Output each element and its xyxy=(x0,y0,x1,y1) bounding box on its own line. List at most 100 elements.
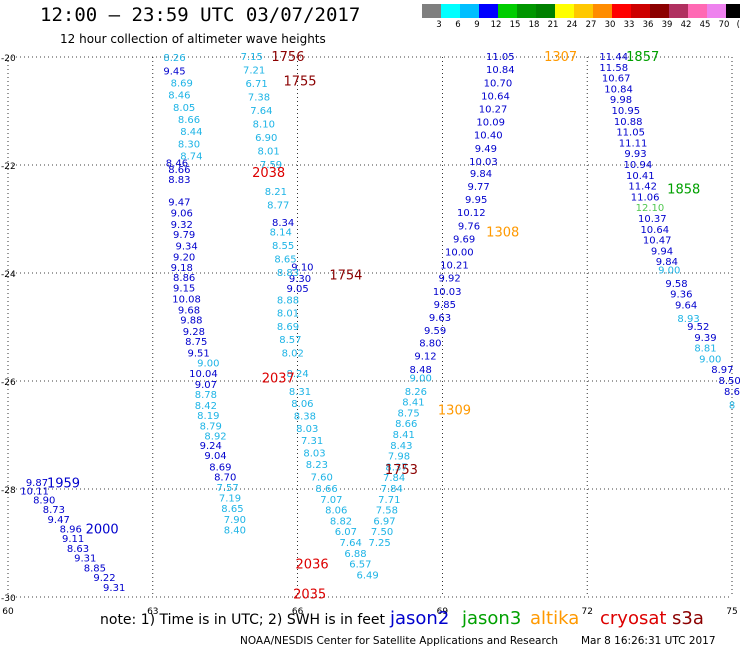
legend-label: 18 xyxy=(528,20,540,30)
y-tick-label: -30 xyxy=(1,594,16,604)
wave-height-value: 10.67 xyxy=(602,74,631,85)
wave-height-value: 8.93 xyxy=(677,314,699,325)
wave-height-value: 10.94 xyxy=(624,160,653,171)
wave-height-value: 8.83 xyxy=(168,175,190,186)
wave-height-value: 9.24 xyxy=(200,441,222,452)
pass-number-label: 2036 xyxy=(296,558,329,573)
wave-height-value: 7.90 xyxy=(224,515,246,526)
y-tick-label: -26 xyxy=(1,378,16,388)
wave-height-value: 8.55 xyxy=(272,241,294,252)
wave-height-value: 11.58 xyxy=(599,63,628,74)
wave-height-value: 8.38 xyxy=(294,412,316,423)
legend-label: 45 xyxy=(699,20,711,30)
wave-height-value: 9.88 xyxy=(180,316,202,327)
wave-height-value: 11.11 xyxy=(619,138,648,149)
wave-height-value: 9.10 xyxy=(291,263,313,274)
wave-height-value: 9.47 xyxy=(48,515,70,526)
pass-number-label: 2038 xyxy=(252,166,285,181)
wave-height-value: 12.10 xyxy=(636,203,665,214)
wave-height-value: 10.27 xyxy=(479,104,508,115)
wave-height-value: 9.69 xyxy=(453,235,475,246)
wave-height-value: 8.6 xyxy=(724,387,740,398)
wave-height-value: 8.03 xyxy=(303,448,325,459)
wave-height-value: 9.85 xyxy=(434,300,456,311)
wave-height-value: 8.63 xyxy=(67,544,89,555)
wave-height-value: 9.31 xyxy=(74,554,96,565)
wave-height-value: 8.46 xyxy=(166,158,188,169)
wave-height-value: 9.77 xyxy=(467,182,489,193)
wave-height-value: 8.73 xyxy=(43,505,65,516)
wave-height-value: 10.84 xyxy=(604,84,633,95)
legend-label: 21 xyxy=(547,20,559,30)
wave-height-value: 9.32 xyxy=(171,220,193,231)
wave-height-value: 10.09 xyxy=(476,117,505,128)
wave-height-value: 8.83 xyxy=(277,268,299,279)
pass-number-label: 1309 xyxy=(438,404,471,419)
wave-height-value: 7.15 xyxy=(241,52,263,63)
legend-swatch xyxy=(422,4,441,18)
wave-height-value: 10.37 xyxy=(638,214,667,225)
wave-height-value: 8.41 xyxy=(393,430,415,441)
wave-height-value: 10.11 xyxy=(20,487,49,498)
wave-height-value: 9.79 xyxy=(173,230,195,241)
x-tick-label: 63 xyxy=(147,607,158,617)
wave-height-value: 8.26 xyxy=(163,53,185,64)
wave-height-value: 6.97 xyxy=(373,516,395,527)
wave-height-value: 10.00 xyxy=(445,247,474,258)
x-tick-label: 75 xyxy=(726,607,737,617)
wave-height-value: 8.69 xyxy=(209,462,231,473)
y-tick-label: -24 xyxy=(1,270,16,280)
wave-height-value: 10.03 xyxy=(433,287,462,298)
wave-height-value: 8.82 xyxy=(330,516,352,527)
wave-height-value: 9.30 xyxy=(289,274,311,285)
legend-swatches xyxy=(422,4,740,18)
wave-height-value: 7.84 xyxy=(383,473,405,484)
legend-label: 3 xyxy=(436,20,442,30)
wave-height-value: 8.34 xyxy=(272,218,294,229)
wave-height-value: 9.20 xyxy=(173,252,195,263)
wave-height-value: 9.84 xyxy=(470,169,492,180)
wave-height-value: 11.06 xyxy=(631,192,660,203)
legend-swatch xyxy=(669,4,688,18)
wave-height-value: 8.37 xyxy=(385,462,407,473)
legend-label: 12 xyxy=(490,20,502,30)
wave-height-value: 9.05 xyxy=(286,284,308,295)
legend-swatch xyxy=(631,4,650,18)
wave-height-value: 8.65 xyxy=(274,255,296,266)
wave-height-value: 9.31 xyxy=(103,583,125,594)
wave-height-value: 8.96 xyxy=(60,525,82,536)
wave-height-value: 9.87 xyxy=(26,478,48,489)
pass-number-label: 1755 xyxy=(283,74,316,89)
wave-height-value: 11.05 xyxy=(616,128,645,139)
wave-height-value: 9.93 xyxy=(624,149,646,160)
wave-height-value: 10.08 xyxy=(172,294,201,305)
pass-number-label: 1857 xyxy=(626,50,659,65)
legend-label: 24 xyxy=(566,20,578,30)
wave-height-value: 9.15 xyxy=(173,284,195,295)
wave-height-value: 8.69 xyxy=(277,322,299,333)
wave-height-value: 9.28 xyxy=(183,327,205,338)
wave-height-value: 9.34 xyxy=(175,242,197,253)
wave-height-value: 8.03 xyxy=(296,424,318,435)
wave-height-value: 9.00 xyxy=(410,373,432,384)
wave-height-value: 10.88 xyxy=(614,117,643,128)
wave-height-value: 9.00 xyxy=(658,265,680,276)
wave-height-value: 8.57 xyxy=(279,335,301,346)
pass-number-label: 1756 xyxy=(271,50,304,65)
wave-height-value: 8.05 xyxy=(173,103,195,114)
wave-height-value: 9.00 xyxy=(197,359,219,370)
wave-height-value: 8.75 xyxy=(185,337,207,348)
y-tick-label: -28 xyxy=(1,486,16,496)
y-tick-label: -20 xyxy=(1,54,16,64)
wave-height-value: 8.21 xyxy=(265,187,287,198)
chart-title: 12:00 – 23:59 UTC 03/07/2017 xyxy=(40,4,361,26)
wave-height-value: 6.71 xyxy=(245,79,267,90)
legend-swatch xyxy=(574,4,593,18)
wave-height-value: 8.66 xyxy=(178,115,200,126)
wave-height-value: 9.39 xyxy=(694,333,716,344)
legend-swatch xyxy=(650,4,669,18)
wave-height-value: 9.06 xyxy=(171,209,193,220)
wave-height-value: 9.07 xyxy=(195,380,217,391)
wave-height-value: 8.88 xyxy=(277,296,299,307)
wave-height-value: 9.36 xyxy=(670,290,692,301)
